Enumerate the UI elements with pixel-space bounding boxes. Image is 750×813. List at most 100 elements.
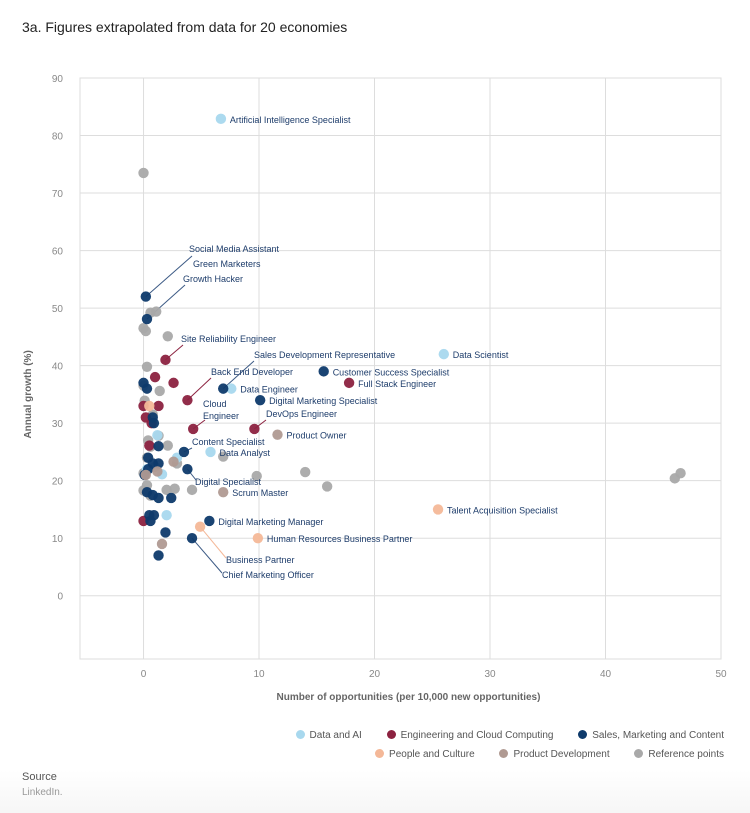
legend-dot-icon — [578, 730, 588, 739]
legend-label: People and Culture — [389, 749, 475, 760]
legend-item: Engineering and Cloud Computing — [386, 726, 553, 745]
data-point — [153, 440, 164, 452]
data-point — [153, 400, 164, 412]
legend-dot-icon — [375, 749, 385, 758]
data-point — [141, 313, 153, 325]
data-point — [272, 429, 283, 440]
leader-line — [222, 360, 255, 390]
data-point — [152, 430, 163, 441]
y-axis-label: Annual growth (%) — [23, 350, 34, 438]
data-point — [149, 371, 161, 383]
data-point — [144, 440, 155, 451]
data-point — [151, 306, 162, 317]
annotation-label: Data Engineer — [240, 385, 298, 395]
data-point — [141, 383, 153, 394]
annotation-label: DevOps Engineer — [266, 409, 337, 419]
data-point — [318, 366, 329, 377]
data-point — [140, 325, 152, 337]
annotation-label: Product Owner — [286, 431, 346, 441]
legend-item: Reference points — [634, 745, 724, 764]
data-point — [182, 394, 193, 406]
annotation-label: Digital Marketing Specialist — [269, 396, 378, 406]
annotation-label: Chief Marketing Officer — [222, 570, 314, 580]
y-tick-label: 90 — [52, 74, 64, 85]
data-point — [300, 466, 311, 478]
legend-dot-icon — [386, 730, 396, 739]
data-point — [153, 458, 164, 469]
data-point — [205, 446, 216, 458]
annotation-label: Engineer — [203, 411, 239, 421]
annotation-label: Human Resources Business Partner — [267, 534, 413, 544]
data-point — [161, 509, 172, 521]
annotation-label: Content Specialist — [192, 437, 265, 447]
data-point — [160, 354, 171, 366]
legend-item: Sales, Marketing and Content — [578, 726, 724, 745]
annotation-label: Full Stack Engineer — [358, 379, 436, 389]
data-point — [675, 467, 686, 479]
data-point — [186, 532, 198, 544]
x-tick-label: 0 — [141, 669, 147, 680]
data-point — [432, 504, 444, 515]
data-point — [194, 521, 206, 532]
annotation-label: Site Reliability Engineer — [181, 334, 276, 344]
data-point — [168, 377, 179, 389]
x-tick-label: 30 — [484, 669, 496, 680]
y-tick-label: 50 — [52, 304, 64, 315]
y-tick-label: 10 — [52, 534, 64, 545]
legend-dot-icon — [499, 749, 509, 758]
source-label: Source — [22, 771, 57, 783]
annotation-label: Social Media Assistant — [189, 244, 280, 254]
data-point — [160, 527, 171, 538]
leader-line — [145, 255, 193, 297]
data-point — [145, 515, 156, 527]
data-point — [156, 538, 168, 550]
data-point — [140, 291, 152, 302]
annotation-label: Digital Marketing Manager — [218, 517, 323, 527]
annotation-label: Cloud — [203, 399, 227, 409]
legend-label: Reference points — [648, 749, 724, 760]
data-point — [438, 348, 450, 360]
legend-dot-icon — [295, 730, 305, 739]
leader-line — [199, 526, 227, 559]
data-point — [251, 470, 262, 482]
data-point — [218, 383, 229, 394]
data-point — [187, 423, 199, 435]
annotation-labels: Artificial Intelligence Specialist Social… — [181, 115, 558, 580]
y-tick-label: 80 — [52, 132, 64, 143]
annotation-label: Data Analyst — [220, 448, 271, 458]
data-point — [182, 463, 193, 475]
data-point — [153, 492, 164, 504]
legend-item: Data and AI — [295, 726, 362, 745]
chart-title: 3a. Figures extrapolated from data for 2… — [22, 19, 348, 35]
scatter-chart: 0 10 20 30 40 50 60 70 80 90 0 10 20 30 40 50 Number of … — [23, 74, 727, 703]
legend-label: Data and AI — [309, 730, 362, 741]
leader-line — [187, 377, 212, 401]
data-points — [138, 113, 686, 561]
annotation-label: Growth Hacker — [183, 274, 243, 284]
legend-label: Product Development — [513, 749, 610, 760]
annotation-label: Digital Specialist — [195, 477, 262, 487]
data-point — [152, 466, 163, 477]
data-point — [252, 532, 264, 544]
data-point — [153, 550, 164, 561]
data-point — [141, 361, 153, 372]
data-point — [343, 377, 355, 389]
x-tick-label: 40 — [600, 669, 612, 680]
annotation-label: Back End Developer — [211, 367, 293, 377]
data-point — [161, 484, 172, 496]
legend-item: People and Culture — [375, 745, 475, 764]
footer-background — [0, 770, 750, 813]
x-axis-label: Number of opportunities (per 10,000 new … — [277, 692, 541, 703]
data-point — [169, 483, 180, 494]
data-point — [186, 484, 198, 496]
annotation-label: Artificial Intelligence Specialist — [230, 115, 351, 125]
annotation-label: Customer Success Specialist — [333, 367, 450, 377]
data-point — [144, 400, 155, 412]
y-tick-label: 70 — [52, 189, 64, 200]
data-point — [218, 486, 229, 498]
data-point — [138, 167, 149, 179]
y-tick-label: 0 — [57, 592, 63, 603]
data-point — [249, 423, 260, 435]
legend-label: Sales, Marketing and Content — [592, 730, 724, 741]
data-point — [178, 446, 190, 458]
